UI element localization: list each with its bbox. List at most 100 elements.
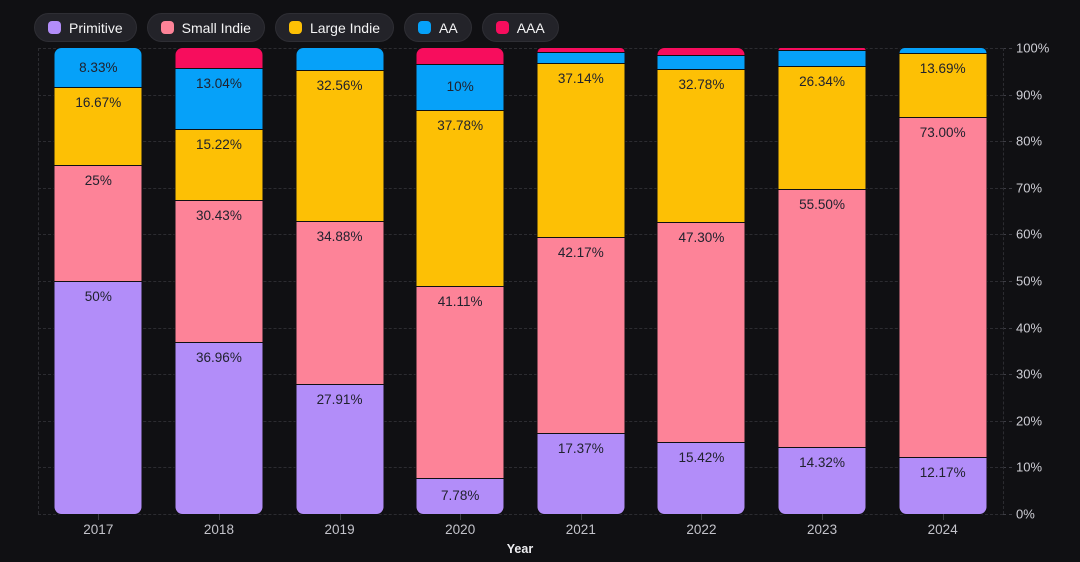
legend-swatch-icon: [48, 21, 61, 34]
legend-item-aaa[interactable]: AAA: [481, 13, 559, 42]
bar-segment-large-indie-2023[interactable]: 26.34%: [778, 65, 866, 189]
bar-segment-primitive-2019[interactable]: 27.91%: [296, 383, 384, 514]
bar-segment-primitive-2022[interactable]: 15.42%: [657, 442, 745, 514]
bar-segment-primitive-2017[interactable]: 50%: [54, 281, 142, 514]
x-axis-tick: [339, 514, 341, 520]
bar-segment-small-indie-2017[interactable]: 25%: [54, 164, 142, 281]
bar-2021: 17.37% 42.17% 37.14%: [537, 48, 625, 514]
bar-segment-aa-2020[interactable]: 10%: [416, 63, 504, 111]
bar-segment-large-indie-2022[interactable]: 32.78%: [657, 68, 745, 222]
legend-swatch-icon: [288, 21, 302, 34]
legend-item-label: Primitive: [69, 19, 123, 36]
bar-segment-aa-2023[interactable]: [778, 50, 866, 66]
segment-value-label: 16.67%: [75, 94, 122, 110]
segment-value-label: 13.04%: [196, 76, 242, 92]
segment-value-label: 15.22%: [196, 137, 242, 153]
gridline: [38, 327, 1003, 329]
y-axis-tick: [1003, 234, 1012, 236]
x-axis-title: Year: [506, 542, 534, 556]
bar-segment-large-indie-2019[interactable]: 32.56%: [296, 69, 384, 222]
bar-segment-aa-2017[interactable]: 8.33%: [54, 48, 142, 87]
bar-segment-aaa-2021[interactable]: [537, 48, 625, 53]
segment-value-label: 32.56%: [316, 77, 363, 93]
bar-segment-small-indie-2023[interactable]: 55.50%: [778, 188, 866, 448]
bar-segment-small-indie-2019[interactable]: 34.88%: [296, 221, 384, 384]
segment-value-label: 13.69%: [919, 61, 966, 77]
x-axis-tick-label: 2024: [927, 522, 958, 537]
x-axis-tick-label: 2022: [686, 522, 717, 537]
bar-segment-primitive-2018[interactable]: 36.96%: [175, 341, 263, 514]
y-axis-tick-label: 90%: [1016, 87, 1043, 103]
segment-value-label: 17.37%: [557, 441, 604, 457]
legend-item-primitive[interactable]: Primitive: [34, 13, 137, 42]
bar-segment-aa-2018[interactable]: 13.04%: [175, 68, 263, 130]
segment-value-label: 34.88%: [316, 229, 363, 245]
y-axis-tick: [1003, 48, 1012, 49]
segment-value-label: 8.33%: [79, 59, 118, 75]
segment-value-label: 7.78%: [441, 488, 480, 504]
bar-segment-primitive-2023[interactable]: 14.32%: [778, 447, 866, 514]
segment-value-label: 73.00%: [919, 125, 966, 141]
segment-value-label: 10%: [446, 79, 474, 95]
bar-segment-primitive-2024[interactable]: 12.17%: [899, 457, 987, 514]
bar-segment-small-indie-2018[interactable]: 30.43%: [175, 199, 263, 342]
bar-2023: 14.32% 55.50% 26.34%: [778, 48, 866, 514]
bar-segment-small-indie-2021[interactable]: 42.17%: [537, 236, 625, 434]
legend-item-large-indie[interactable]: Large Indie: [274, 13, 394, 42]
bar-segment-large-indie-2024[interactable]: 13.69%: [899, 53, 987, 118]
legend: Primitive Small Indie Large Indie AA AAA: [34, 13, 559, 42]
bar-segment-large-indie-2021[interactable]: 37.14%: [537, 63, 625, 237]
y-axis-tick-label: 0%: [1016, 506, 1035, 522]
x-axis-tick: [822, 514, 824, 520]
bar-segment-aa-2024[interactable]: [899, 48, 987, 54]
bar-segment-aa-2022[interactable]: [657, 55, 745, 69]
x-axis-tick: [580, 514, 582, 520]
y-axis-tick: [1003, 514, 1012, 515]
bar-segment-small-indie-2024[interactable]: 73.00%: [899, 117, 987, 458]
gridline: [38, 187, 1003, 189]
bar-segment-large-indie-2020[interactable]: 37.78%: [416, 110, 504, 287]
legend-item-small-indie[interactable]: Small Indie: [146, 13, 265, 42]
y-axis-tick-label: 50%: [1016, 273, 1043, 289]
segment-value-label: 30.43%: [196, 207, 242, 223]
y-axis-tick: [1003, 281, 1012, 282]
segment-value-label: 47.30%: [678, 229, 725, 245]
bar-segment-aa-2019[interactable]: [296, 48, 384, 70]
y-axis-tick-label: 80%: [1016, 133, 1043, 149]
bar-segment-small-indie-2022[interactable]: 47.30%: [657, 221, 745, 443]
bar-segment-aaa-2022[interactable]: [657, 48, 745, 55]
y-axis-tick-label: 30%: [1016, 366, 1043, 382]
x-axis-tick: [218, 514, 220, 520]
bar-2020: 7.78% 41.11% 37.78% 10%: [416, 48, 504, 514]
segment-value-label: 32.78%: [678, 76, 725, 92]
segment-value-label: 55.50%: [799, 196, 845, 212]
y-axis-tick-label: 70%: [1016, 180, 1043, 196]
bar-2024: 12.17% 73.00% 13.69%: [899, 48, 987, 514]
bar-segment-aaa-2020[interactable]: [416, 48, 504, 64]
bar-segment-small-indie-2020[interactable]: 41.11%: [416, 286, 504, 478]
legend-item-aa[interactable]: AA: [404, 13, 472, 42]
bar-segment-aaa-2018[interactable]: [175, 48, 263, 69]
legend-swatch-icon: [160, 21, 174, 34]
bar-segment-primitive-2021[interactable]: 17.37%: [537, 433, 625, 514]
bar-segment-large-indie-2017[interactable]: 16.67%: [54, 86, 142, 165]
plot-area: 50% 25% 16.67% 8.33% 36.96% 30.43% 15.22% 13.04…: [38, 48, 1012, 520]
gridline: [38, 467, 1003, 469]
y-axis-tick: [1003, 467, 1012, 469]
bar-segment-aa-2021[interactable]: [537, 52, 625, 64]
bar-segment-aaa-2023[interactable]: [778, 48, 866, 51]
bar-segment-large-indie-2018[interactable]: 15.22%: [175, 129, 263, 200]
x-axis-tick: [460, 514, 462, 520]
x-axis-tick-label: 2019: [324, 522, 355, 537]
segment-value-label: 27.91%: [316, 391, 363, 407]
gridline: [38, 48, 1003, 49]
segment-value-label: 36.96%: [196, 349, 242, 365]
y-axis-tick: [1003, 327, 1012, 329]
bar-segment-primitive-2020[interactable]: 7.78%: [416, 477, 504, 514]
segment-value-label: 12.17%: [919, 465, 966, 481]
bar-2019: 27.91% 34.88% 32.56%: [296, 48, 384, 514]
segment-value-label: 14.32%: [799, 455, 845, 471]
y-axis-tick: [1003, 94, 1012, 96]
gridline: [38, 141, 1003, 143]
segment-value-label: 42.17%: [557, 244, 604, 260]
